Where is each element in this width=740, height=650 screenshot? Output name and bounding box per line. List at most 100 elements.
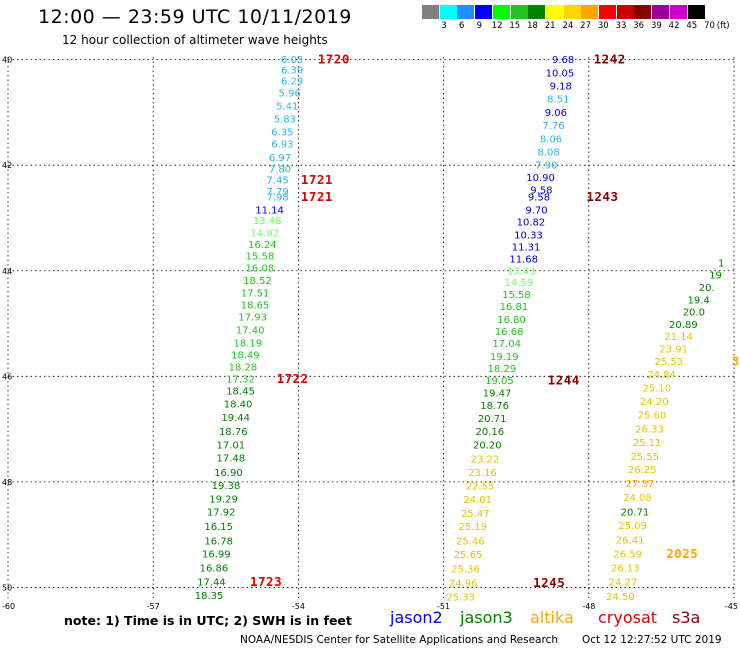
wave-height-value: 24.01 — [463, 495, 492, 506]
wave-height-value: 8.08 — [537, 148, 559, 159]
wave-height-value: 23.16 — [468, 468, 497, 479]
wave-height-value: 16.24 — [248, 240, 277, 251]
page-title: 12:00 — 23:59 UTC 10/11/2019 — [38, 6, 352, 28]
wave-height-value: 19.19 — [490, 352, 519, 363]
wave-height-value: 5.96 — [279, 88, 301, 99]
wave-height-value: 17.40 — [236, 325, 265, 336]
wave-height-value: 26.13 — [611, 563, 640, 574]
x-tick-label: -57 — [147, 602, 160, 611]
wave-height-value: 24.08 — [623, 493, 652, 504]
wave-height-value: 16.81 — [500, 302, 529, 313]
wave-height-value: 7.45 — [266, 175, 288, 186]
wave-height-value: 25.36 — [451, 564, 480, 575]
legend-swatch — [439, 5, 457, 19]
wave-height-value: 9.70 — [525, 206, 547, 217]
wave-height-value: 25.11 — [633, 438, 662, 449]
credits-timestamp: Oct 12 12:27:52 UTC 2019 — [582, 634, 722, 646]
wave-height-value: 18.35 — [195, 591, 224, 602]
legend-unit: (ft) — [716, 21, 730, 31]
pass-time-label: 1242 — [594, 52, 626, 67]
wave-height-value: 20.0 — [683, 307, 705, 318]
wave-height-value: 6.93 — [271, 140, 293, 151]
legend-swatch — [634, 5, 652, 19]
legend-swatch — [545, 5, 563, 19]
legend-label: 3 — [441, 21, 447, 31]
wave-height-value: 18.19 — [233, 339, 262, 350]
pass-time-label: 1720 — [318, 52, 350, 67]
wave-height-value: 8.51 — [547, 95, 569, 106]
wave-height-value: 17.04 — [492, 339, 521, 350]
wave-height-value: 16.78 — [204, 536, 233, 547]
legend-label: 15 — [509, 21, 521, 31]
wave-height-value: 25.10 — [642, 383, 671, 394]
wave-height-value: 1 — [718, 258, 724, 269]
wave-height-value: 6.29 — [281, 76, 303, 87]
wave-height-value: 23.91 — [659, 344, 688, 355]
wave-height-value: 24.84 — [647, 370, 676, 381]
satellite-jason3: jason3 — [460, 608, 513, 627]
legend-label: 45 — [686, 21, 698, 31]
legend-label: 70 — [704, 21, 715, 31]
wave-height-value: 20.20 — [473, 440, 502, 451]
y-tick-label: 50 — [2, 583, 12, 592]
wave-height-value: 8.06 — [540, 134, 562, 145]
wave-height-value: 20.89 — [669, 320, 698, 331]
wave-height-value: 17.93 — [238, 313, 267, 324]
wave-height-value: 17.92 — [207, 507, 236, 518]
wave-height-value: 7.76 — [542, 121, 564, 132]
legend-swatch — [599, 5, 616, 19]
wave-height-value: 16.15 — [204, 522, 233, 533]
wave-height-value: 11.14 — [255, 206, 284, 217]
wave-height-value: 26.33 — [635, 425, 664, 436]
pass-time-label: 1243 — [586, 189, 618, 204]
wave-height-value: 19.38 — [212, 481, 241, 492]
pass-time-label: 1723 — [250, 574, 282, 589]
wave-height-value: 13.48 — [253, 216, 282, 227]
wave-height-value: 9.68 — [552, 55, 574, 66]
pass-time-label: 2025 — [666, 546, 698, 561]
wave-height-value: 14.92 — [250, 228, 279, 239]
legend-swatch — [492, 5, 510, 19]
wave-height-value: 9.58 — [530, 186, 552, 197]
wave-height-value: 7.80 — [269, 164, 291, 175]
pass-time-label: 3 — [732, 354, 740, 369]
y-tick-label: 44 — [2, 267, 12, 276]
legend-label: 24 — [562, 21, 574, 31]
wave-height-value: 18.76 — [219, 427, 248, 438]
wave-height-value: 17.51 — [241, 288, 270, 299]
legend-swatch — [581, 5, 599, 19]
wave-height-value: 16.90 — [214, 468, 243, 479]
wave-height-value: 25.46 — [456, 536, 485, 547]
wave-height-value: 16.86 — [200, 563, 229, 574]
wave-height-value: 25.60 — [638, 410, 667, 421]
wave-height-value: 16.99 — [202, 550, 231, 561]
wave-height-value: 20.16 — [475, 427, 504, 438]
wave-height-value: 20. — [699, 283, 715, 294]
wave-height-value: 18.29 — [488, 364, 517, 375]
x-tick-label: -45 — [725, 602, 738, 611]
wave-height-value: 7.90 — [535, 161, 557, 172]
wave-height-value: 25.19 — [459, 522, 488, 533]
legend-swatch — [528, 5, 546, 19]
pass-time-label: 1722 — [277, 371, 309, 386]
wave-height-value: 7.79 — [266, 187, 288, 198]
satellite-jason2: jason2 — [390, 608, 443, 627]
wave-height-value: 6.39 — [281, 66, 303, 77]
wave-height-value: 10.33 — [514, 230, 543, 241]
wave-height-value: 26.59 — [613, 550, 642, 561]
x-tick-label: -60 — [2, 602, 15, 611]
wave-height-value: 16.80 — [497, 315, 526, 326]
x-tick-label: -51 — [437, 602, 450, 611]
wave-height-value: 17.32 — [226, 374, 255, 385]
wave-height-value: 10.05 — [546, 68, 575, 79]
wave-height-value: 25.47 — [461, 509, 490, 520]
y-tick-label: 46 — [2, 372, 12, 381]
wave-height-value: 6.35 — [271, 127, 293, 138]
legend-label: 12 — [491, 21, 503, 31]
wave-height-value: 19.4 — [688, 295, 710, 306]
legend-swatch — [475, 5, 493, 19]
wave-height-value: 26.25 — [628, 465, 657, 476]
wave-height-value: 20.71 — [478, 414, 507, 425]
wave-height-value: 9.58 — [528, 192, 550, 203]
wave-height-value: 19 — [709, 270, 722, 281]
